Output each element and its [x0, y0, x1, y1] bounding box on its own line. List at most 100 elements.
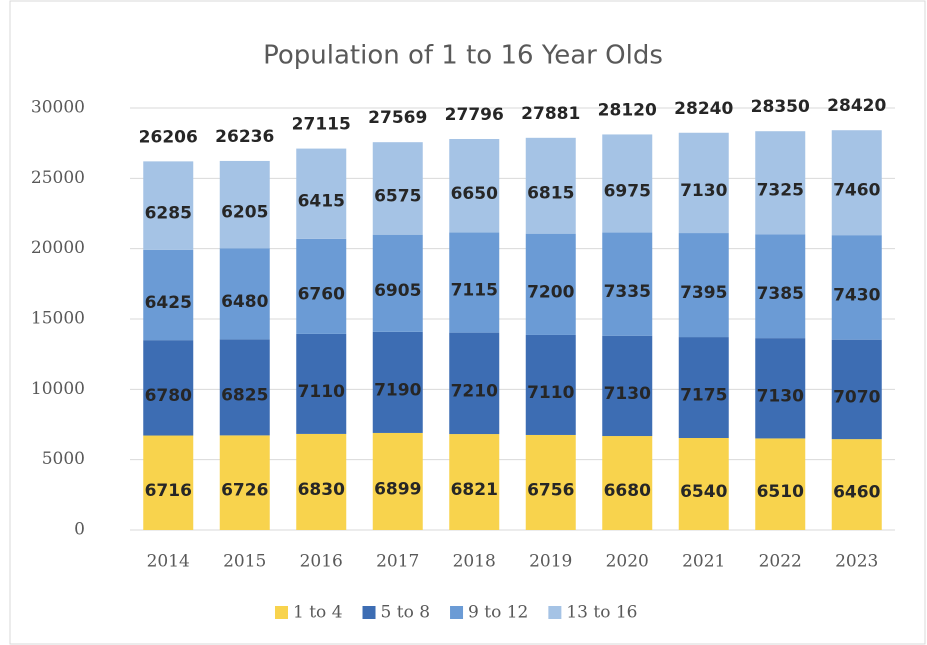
- bar-segment: [296, 148, 347, 239]
- bar-segment: [755, 131, 806, 235]
- bar-segment: [219, 248, 270, 340]
- legend-label: 9 to 12: [468, 603, 528, 623]
- bar-segment: [678, 132, 729, 234]
- bar-segment: [525, 233, 576, 335]
- total-label: 27569: [368, 108, 427, 128]
- total-label: 28240: [674, 99, 733, 119]
- data-label: 7460: [833, 181, 880, 201]
- bar-segment: [449, 139, 500, 233]
- y-tick-label: 5000: [42, 449, 85, 469]
- data-label: 6825: [221, 385, 268, 405]
- data-label: 7385: [757, 284, 804, 304]
- data-label: 6815: [527, 184, 574, 204]
- data-label: 7110: [527, 383, 574, 403]
- data-label: 6510: [757, 482, 804, 502]
- bar-segment: [143, 161, 194, 250]
- data-label: 6905: [374, 281, 421, 301]
- bar-segment: [755, 234, 806, 339]
- bar-segment: [219, 160, 270, 249]
- bar-segment: [831, 235, 882, 340]
- x-tick-label: 2014: [147, 552, 190, 572]
- bar-segment: [602, 134, 653, 233]
- bar-segment: [372, 142, 423, 235]
- data-label: 6780: [145, 386, 192, 406]
- bar-segment: [449, 332, 500, 435]
- data-label: 7130: [604, 384, 651, 404]
- data-label: 6480: [221, 292, 268, 312]
- bar-segment: [296, 238, 347, 334]
- total-label: 28420: [827, 96, 886, 116]
- data-label: 6821: [451, 480, 498, 500]
- data-label: 6716: [145, 481, 192, 501]
- y-tick-label: 10000: [31, 379, 85, 399]
- data-label: 6415: [298, 192, 345, 212]
- bar-segment: [296, 433, 347, 530]
- data-label: 7325: [757, 181, 804, 201]
- bar-segment: [296, 333, 347, 434]
- x-tick-label: 2020: [606, 552, 649, 572]
- data-label: 7115: [451, 281, 498, 301]
- total-label: 26236: [215, 127, 274, 147]
- x-tick-label: 2016: [300, 552, 343, 572]
- bar-segment: [219, 435, 270, 530]
- bar-segment: [219, 339, 270, 436]
- data-label: 7130: [757, 386, 804, 406]
- legend-label: 5 to 8: [381, 603, 431, 623]
- y-tick-label: 15000: [31, 309, 85, 329]
- bar-segment: [449, 434, 500, 530]
- data-label: 7335: [604, 282, 651, 302]
- data-label: 7210: [451, 381, 498, 401]
- data-label: 6285: [145, 204, 192, 224]
- bar-segment: [602, 232, 653, 336]
- data-label: 7430: [833, 285, 880, 305]
- bar-segment: [755, 338, 806, 439]
- data-label: 6540: [680, 482, 727, 502]
- bar-segment: [372, 432, 423, 530]
- data-label: 6650: [451, 184, 498, 204]
- data-label: 6575: [374, 186, 421, 206]
- data-label: 7200: [527, 282, 574, 302]
- data-label: 7070: [833, 387, 880, 407]
- data-label: 7130: [680, 181, 727, 201]
- data-label: 6680: [604, 481, 651, 501]
- legend-label: 1 to 4: [293, 603, 343, 623]
- legend-swatch: [362, 606, 376, 619]
- data-label: 7175: [680, 386, 727, 406]
- bar-segment: [678, 337, 729, 439]
- x-tick-label: 2023: [835, 552, 878, 572]
- total-label: 27881: [521, 104, 580, 124]
- x-tick-label: 2017: [376, 552, 419, 572]
- y-tick-label: 20000: [31, 238, 85, 258]
- data-label: 6756: [527, 480, 574, 500]
- y-tick-label: 0: [74, 520, 85, 540]
- bar-segment: [678, 438, 729, 530]
- bar-segment: [755, 438, 806, 530]
- legend-label: 13 to 16: [566, 603, 637, 623]
- data-label: 6830: [298, 480, 345, 500]
- bar-segment: [831, 439, 882, 530]
- bar-segment: [602, 436, 653, 530]
- data-label: 7190: [374, 380, 421, 400]
- total-label: 28350: [751, 97, 810, 117]
- chart-title: Population of 1 to 16 Year Olds: [263, 41, 663, 71]
- data-label: 7110: [298, 382, 345, 402]
- bar-segment: [602, 335, 653, 437]
- total-label: 27115: [292, 115, 351, 135]
- bar-segment: [449, 232, 500, 333]
- data-label: 6460: [833, 483, 880, 503]
- data-label: 6425: [145, 293, 192, 313]
- data-label: 6760: [298, 284, 345, 304]
- y-tick-label: 30000: [31, 98, 85, 118]
- total-label: 28120: [598, 100, 657, 120]
- x-tick-label: 2018: [453, 552, 496, 572]
- bar-segment: [372, 234, 423, 332]
- bar-segment: [143, 435, 194, 530]
- data-label: 6975: [604, 182, 651, 202]
- x-tick-label: 2022: [759, 552, 802, 572]
- data-label: 6205: [221, 203, 268, 223]
- bar-segment: [143, 249, 194, 341]
- x-tick-label: 2019: [529, 552, 572, 572]
- y-tick-label: 25000: [31, 168, 85, 188]
- data-label: 6726: [221, 481, 268, 501]
